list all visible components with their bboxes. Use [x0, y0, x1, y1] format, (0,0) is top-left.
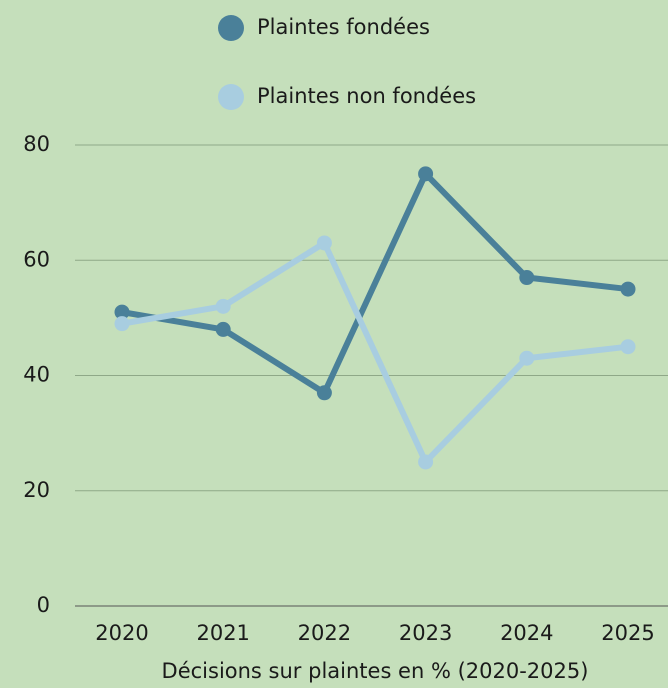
data-point — [114, 316, 130, 332]
series-line — [121, 170, 629, 396]
data-point — [316, 235, 332, 251]
y-tick-label: 0 — [37, 593, 50, 617]
x-axis-title: Décisions sur plaintes en % (2020-2025) — [162, 659, 589, 683]
data-point — [620, 339, 636, 355]
x-tick-label: 2025 — [601, 621, 654, 645]
data-point — [316, 385, 332, 401]
y-tick-label: 80 — [23, 132, 50, 156]
legend-swatch — [218, 15, 244, 41]
x-tick-label: 2024 — [500, 621, 553, 645]
data-point — [519, 270, 535, 286]
series-line — [121, 239, 629, 465]
data-point — [215, 321, 231, 337]
y-tick-label: 40 — [23, 363, 50, 387]
y-tick-label: 60 — [23, 247, 50, 271]
data-point — [418, 166, 434, 182]
data-point — [114, 304, 130, 320]
data-point — [418, 454, 434, 470]
data-point — [620, 281, 636, 297]
y-tick-label: 20 — [23, 478, 50, 502]
data-point — [215, 298, 231, 314]
legend-label: Plaintes non fondées — [257, 84, 476, 108]
legend-swatch — [218, 84, 244, 110]
data-point — [519, 350, 535, 366]
x-tick-label: 2021 — [196, 621, 249, 645]
x-tick-label: 2023 — [399, 621, 452, 645]
x-tick-label: 2020 — [95, 621, 148, 645]
legend-label: Plaintes fondées — [257, 15, 430, 39]
x-tick-label: 2022 — [298, 621, 351, 645]
